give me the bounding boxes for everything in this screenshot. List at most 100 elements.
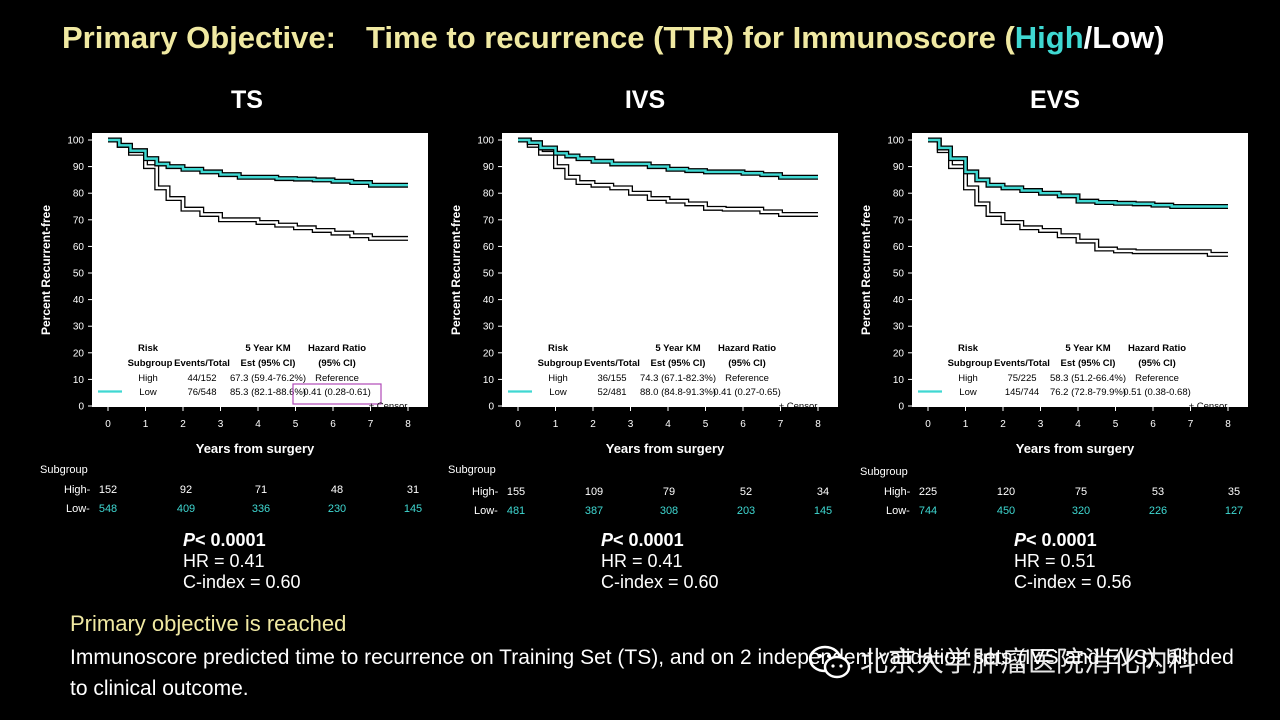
- y-axis-label: Percent Recurrent-free: [39, 205, 53, 335]
- y-tick-label: 30: [893, 322, 905, 333]
- x-tick-label: 2: [180, 419, 186, 430]
- risk-high-count: 155: [506, 486, 526, 498]
- risk-low-label: Low-: [66, 503, 90, 515]
- p-value: P< 0.0001: [183, 530, 266, 550]
- y-tick-label: 60: [483, 242, 495, 253]
- risk-high-count: 152: [98, 484, 118, 496]
- risk-low-count: 145: [813, 505, 833, 517]
- p-value: P< 0.0001: [1014, 530, 1097, 550]
- table-cell: 67.3 (59.4-76.2%): [230, 373, 306, 384]
- table-header: Est (95% CI): [1061, 358, 1116, 369]
- risk-low-count: 145: [403, 503, 423, 515]
- table-cell: High: [138, 373, 158, 384]
- table-cell: 44/152: [187, 373, 216, 384]
- risk-low-count: 308: [659, 505, 679, 517]
- c-index: C-index = 0.56: [1014, 572, 1132, 592]
- y-tick-label: 50: [73, 269, 85, 280]
- risk-low-count: 481: [506, 505, 526, 517]
- risk-subgroup-label: Subgroup: [40, 464, 88, 476]
- panel-title-ts: TS: [231, 86, 263, 114]
- conclusion-heading: Primary objective is reached: [70, 611, 347, 636]
- km-plot-ts: 0 10 20 30 40 50 60 70 80 90 100 0 1 2 3 4 5 6 7 8 Years fro…: [39, 133, 428, 456]
- y-axis-label: Percent Recurrent-free: [449, 205, 463, 335]
- risk-high-count: 48: [330, 484, 344, 496]
- hazard-ratio: HR = 0.41: [183, 551, 265, 571]
- x-tick-label: 7: [778, 419, 784, 430]
- y-tick-label: 80: [893, 189, 905, 200]
- risk-low-count: 744: [918, 505, 938, 517]
- stats-ivs: P< 0.0001 HR = 0.41 C-index = 0.60: [601, 530, 719, 593]
- y-tick-label: 100: [67, 136, 84, 147]
- x-tick-label: 6: [1150, 419, 1156, 430]
- y-tick-label: 90: [893, 162, 905, 173]
- table-cell: High: [958, 373, 978, 384]
- table-header: Est (95% CI): [651, 358, 706, 369]
- x-tick-label: 6: [330, 419, 336, 430]
- x-tick-label: 7: [1188, 419, 1194, 430]
- table-cell: 88.0 (84.8-91.3%): [640, 387, 716, 398]
- y-tick-label: 10: [893, 375, 905, 386]
- conclusion-text: Immunoscore predicted time to recurrence…: [70, 646, 1234, 700]
- risk-high-count: 79: [662, 486, 676, 498]
- table-header: 5 Year KM: [655, 343, 700, 354]
- risk-high-count: 109: [584, 486, 604, 498]
- x-tick-label: 2: [1000, 419, 1006, 430]
- y-tick-label: 100: [887, 136, 904, 147]
- x-tick-label: 6: [740, 419, 746, 430]
- y-tick-label: 20: [483, 348, 495, 359]
- x-tick-label: 5: [1113, 419, 1119, 430]
- x-axis-label: Years from surgery: [1016, 441, 1135, 456]
- table-header: Subgroup: [948, 358, 993, 369]
- x-tick-label: 7: [368, 419, 374, 430]
- table-cell: Low: [139, 387, 157, 398]
- x-tick-label: 8: [815, 419, 821, 430]
- table-cell: Reference: [1135, 373, 1179, 384]
- stats-evs: P< 0.0001 HR = 0.51 C-index = 0.56: [1014, 530, 1132, 593]
- y-tick-label: 60: [73, 242, 85, 253]
- y-tick-label: 50: [893, 269, 905, 280]
- watermark-text: 北京大学肿瘤医院消化内科: [860, 646, 1197, 677]
- table-header: Est (95% CI): [241, 358, 296, 369]
- km-curve-low: [108, 138, 408, 187]
- risk-high-count: 92: [179, 484, 193, 496]
- table-cell: 0.41 (0.27-0.65): [713, 387, 781, 398]
- censor-legend: + Censor: [369, 401, 408, 412]
- table-header: 5 Year KM: [1065, 343, 1110, 354]
- y-tick-label: 70: [893, 215, 905, 226]
- table-cell: 36/155: [597, 373, 626, 384]
- km-plot-ivs: 0 10 20 30 40 50 60 70 80 90 100 0 1 2 3 4 5 6 7 8 Years fro…: [449, 133, 838, 456]
- table-cell: 145/744: [1005, 387, 1039, 398]
- title-prefix: Primary Objective:: [62, 20, 336, 55]
- table-header: Events/Total: [174, 358, 230, 369]
- slide-title: Primary Objective: Time to recurrence (TT…: [62, 20, 1165, 56]
- table-header: Events/Total: [994, 358, 1050, 369]
- table-header: (95% CI): [728, 358, 765, 369]
- km-plot-evs: 0 10 20 30 40 50 60 70 80 90 100 0 1 2 3 4 5 6 7 8 Years fro…: [859, 133, 1248, 456]
- risk-high-count: 75: [1074, 486, 1088, 498]
- panel-title-ivs: IVS: [624, 86, 666, 114]
- table-cell: 75/225: [1007, 373, 1036, 384]
- table-cell: 74.3 (67.1-82.3%): [640, 373, 716, 384]
- km-curve-low: [928, 138, 1228, 208]
- table-cell: High: [548, 373, 568, 384]
- risk-high-count: 120: [996, 486, 1016, 498]
- panel-title-evs: EVS: [1029, 86, 1081, 114]
- censor-legend: + Censor: [779, 401, 818, 412]
- y-tick-label: 80: [483, 189, 495, 200]
- y-tick-label: 60: [893, 242, 905, 253]
- wechat-icon: [808, 645, 851, 679]
- x-tick-label: 0: [925, 419, 931, 430]
- y-tick-label: 90: [73, 162, 85, 173]
- x-axis-label: Years from surgery: [606, 441, 725, 456]
- y-tick-label: 30: [73, 322, 85, 333]
- x-tick-label: 3: [218, 419, 224, 430]
- table-header: (95% CI): [318, 358, 355, 369]
- y-tick-label: 30: [483, 322, 495, 333]
- y-tick-label: 100: [477, 136, 494, 147]
- y-tick-label: 40: [483, 295, 495, 306]
- table-cell: 58.3 (51.2-66.4%): [1050, 373, 1126, 384]
- y-tick-label: 80: [73, 189, 85, 200]
- table-header: Subgroup: [538, 358, 583, 369]
- risk-high-count: 35: [1227, 486, 1241, 498]
- risk-high-label: High-: [64, 484, 91, 496]
